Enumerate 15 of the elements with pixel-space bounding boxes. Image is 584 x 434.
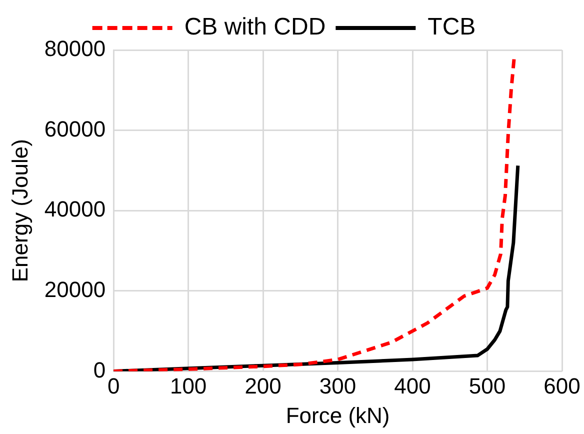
y-axis-title: Energy (Joule)	[7, 139, 32, 282]
x-tick-label: 400	[394, 373, 431, 398]
y-tick-label: 20000	[44, 276, 106, 302]
y-tick-label: 0	[93, 357, 106, 382]
y-tick-label: 40000	[44, 196, 106, 222]
y-tick-label: 80000	[44, 36, 106, 62]
legend-label: TCB	[428, 14, 476, 41]
x-tick-label: 200	[244, 373, 282, 398]
x-tick-label: 600	[544, 373, 580, 398]
x-axis-title: Force (kN)	[286, 402, 390, 428]
x-tick-label: 500	[468, 373, 506, 398]
x-tick-label: 100	[170, 373, 207, 398]
legend-label: CB with CDD	[184, 14, 326, 41]
x-tick-label: 300	[319, 373, 356, 398]
y-tick-label: 60000	[44, 116, 106, 142]
